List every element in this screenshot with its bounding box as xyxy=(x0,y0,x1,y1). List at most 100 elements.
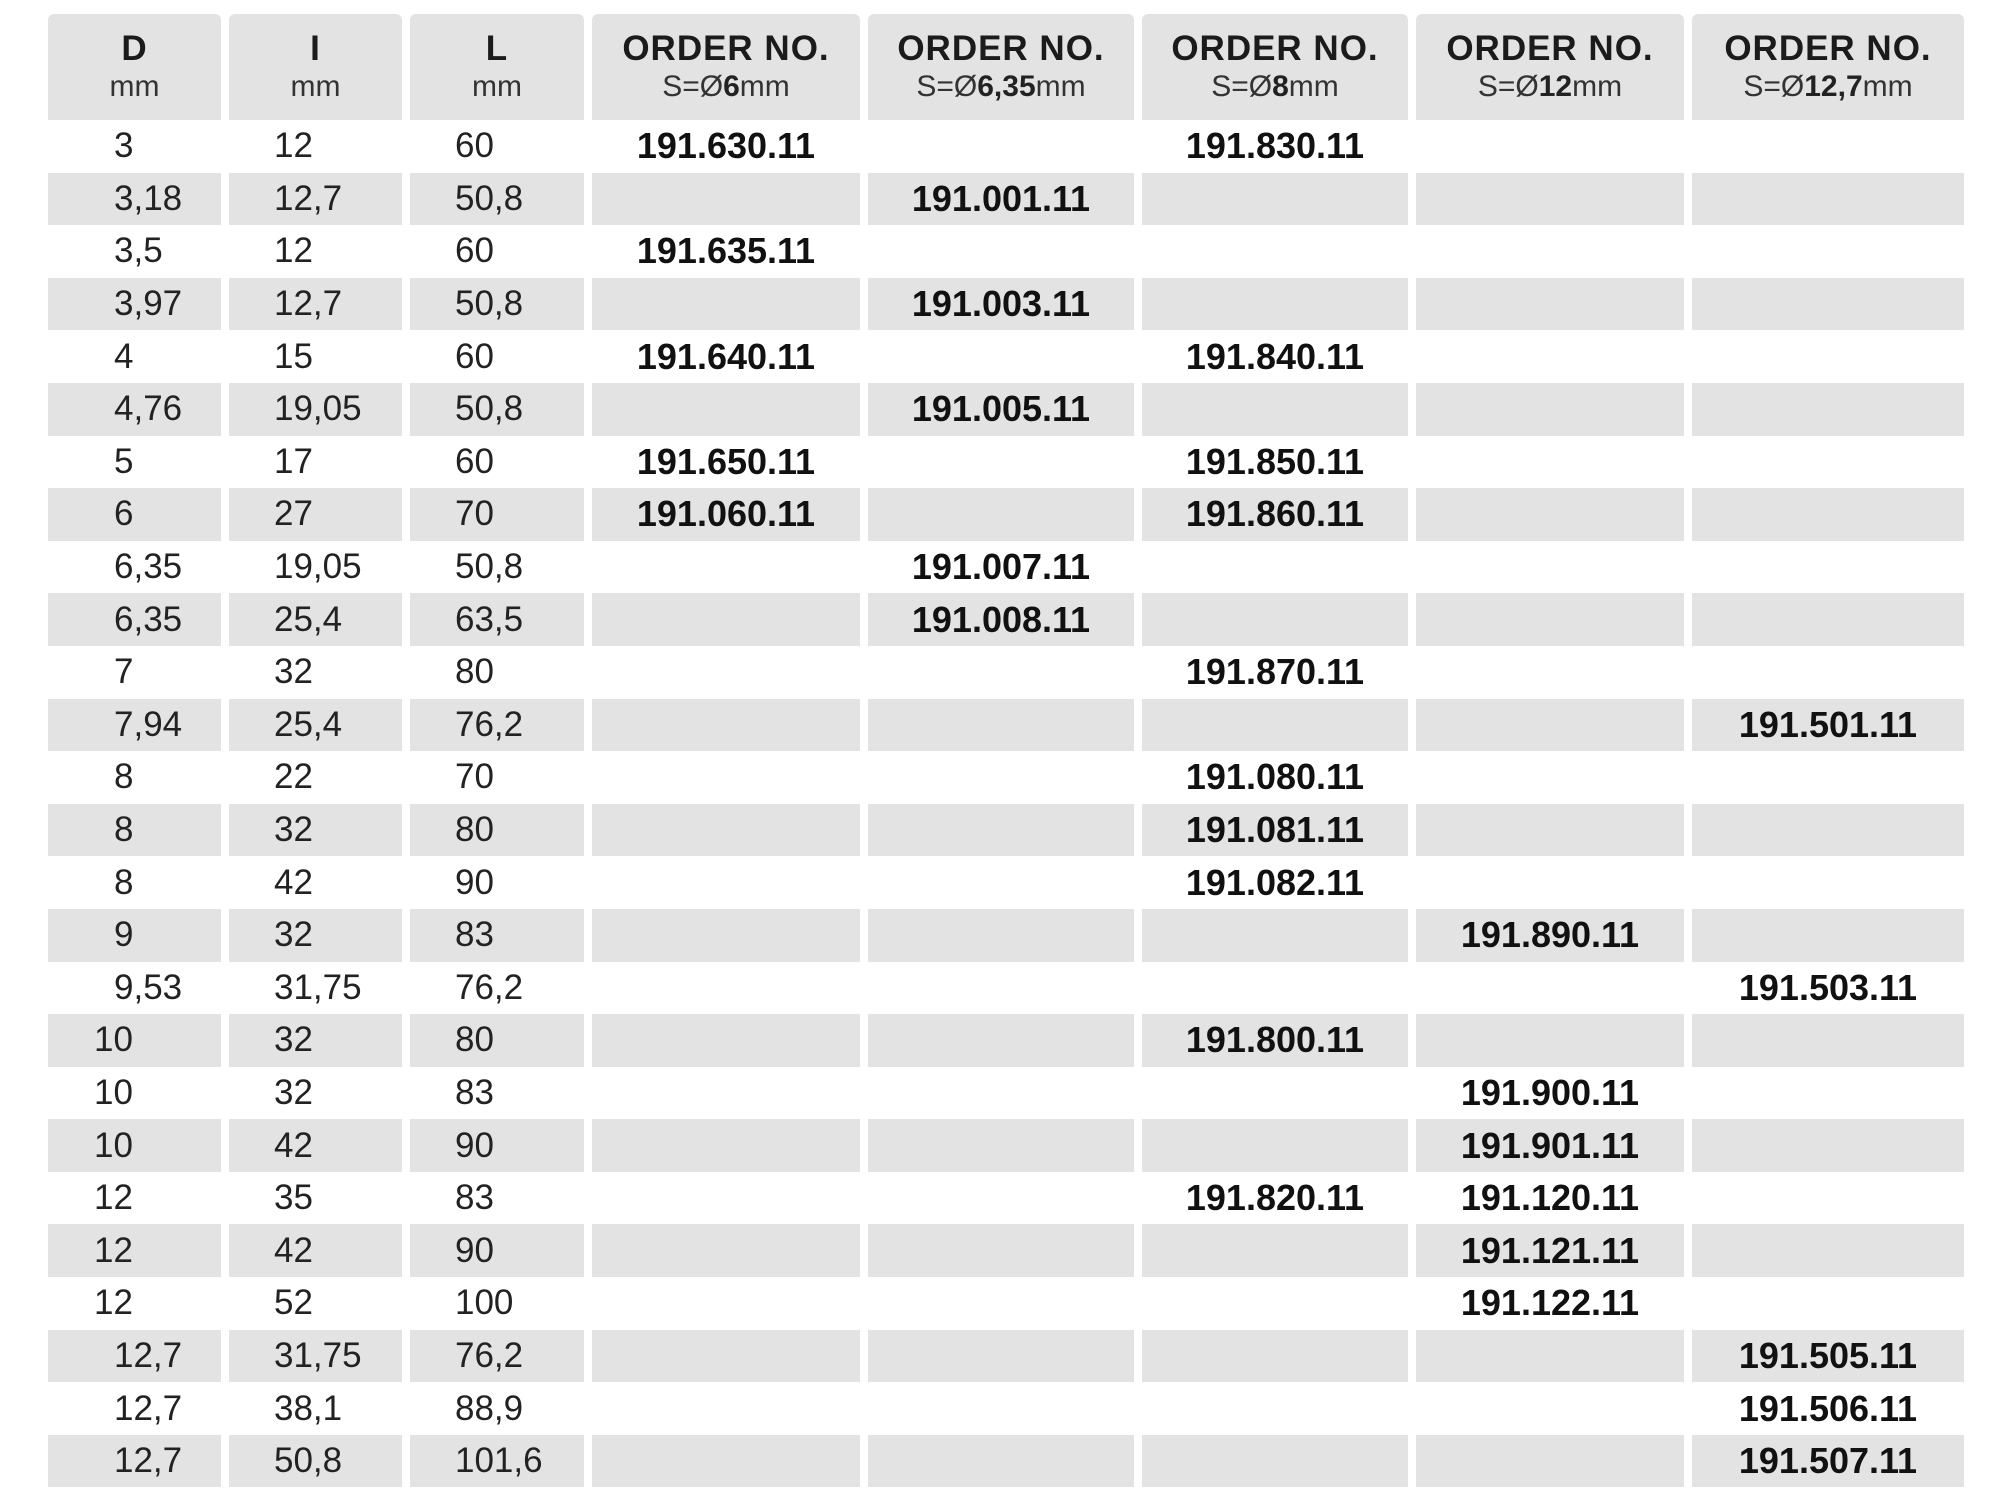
cell-order-s635: 191.005.11 xyxy=(868,382,1134,436)
cell-order-s127: 191.507.11 xyxy=(1692,1434,1964,1488)
cell-order-s6: 191.650.11 xyxy=(636,440,816,482)
cell-l: 76,2 xyxy=(455,967,524,1007)
cell-i: 12 xyxy=(274,126,313,166)
cell-order-s635 xyxy=(868,698,1134,752)
header-subtitle: mm xyxy=(472,69,522,105)
cell-l: 50,8 xyxy=(410,172,584,226)
header-sub-part: S=Ø xyxy=(1743,70,1805,104)
table-row: 9,53 31,75 76,2 191.503.11 xyxy=(48,962,1964,1015)
header-sub-part: mm xyxy=(1288,70,1339,104)
cell-order-s127 xyxy=(1692,382,1964,436)
cell-order-s12 xyxy=(1416,330,1684,383)
cell-i: 15 xyxy=(274,336,313,376)
cell-order-s635 xyxy=(868,330,1134,383)
cell-order-s8 xyxy=(1142,1224,1408,1278)
cell-order-s127 xyxy=(1692,856,1964,909)
cell-order-s635: 191.008.11 xyxy=(868,593,1134,646)
header-title: ORDER NO. xyxy=(1724,28,1932,68)
header-sub-part: mm xyxy=(1035,70,1086,104)
cell-order-s635: 191.001.11 xyxy=(868,172,1134,226)
cell-order-s8: 191.081.11 xyxy=(1142,803,1408,857)
cell-order-s127 xyxy=(1692,1277,1964,1330)
cell-i: 35 xyxy=(274,1178,313,1218)
table-row: 6 27 70 191.060.11 191.860.11 xyxy=(48,488,1964,541)
cell-order-s635 xyxy=(868,1014,1134,1067)
header-title: ORDER NO. xyxy=(622,28,830,68)
cell-d: 9,53 xyxy=(114,967,183,1007)
cell-l: 70 xyxy=(455,757,494,797)
cell-order-s6: 191.640.11 xyxy=(636,335,816,377)
cell-order-s6 xyxy=(592,803,860,857)
cell-d: 12 xyxy=(94,1178,133,1218)
cell-d: 5 xyxy=(114,441,134,481)
cell-order-s635 xyxy=(868,436,1134,489)
cell-i: 12 xyxy=(274,231,313,271)
cell-order-s6 xyxy=(592,856,860,909)
cell-i: 42 xyxy=(229,1224,402,1278)
header-sub-part: mm xyxy=(1862,70,1913,104)
cell-order-s635 xyxy=(868,1172,1134,1225)
header-subtitle: mm xyxy=(110,69,160,105)
cell-i: 42 xyxy=(274,862,313,902)
cell-order-s635: 191.003.11 xyxy=(868,277,1134,331)
cell-order-s8: 191.830.11 xyxy=(1185,125,1365,167)
cell-order-s6 xyxy=(592,646,860,699)
cell-i: 19,05 xyxy=(229,382,402,436)
header-order-s12: ORDER NO. S=Ø12mm xyxy=(1416,14,1684,120)
table-row: 10 32 80 191.800.11 xyxy=(48,1014,1964,1067)
cell-order-s127 xyxy=(1692,1067,1964,1120)
table-row: 12 52 100 191.122.11 xyxy=(48,1277,1964,1330)
cell-order-s8: 191.082.11 xyxy=(1185,861,1365,903)
cell-order-s6: 191.635.11 xyxy=(636,230,816,272)
cell-i: 32 xyxy=(229,908,402,962)
table-body: 3 12 60 191.630.11 191.830.11 3,18 12,7 50,8 191… xyxy=(48,120,1964,1488)
cell-i: 31,75 xyxy=(229,1329,402,1383)
cell-i: 31,75 xyxy=(274,967,362,1007)
cell-order-s6 xyxy=(592,1434,860,1488)
cell-order-s6 xyxy=(592,277,860,331)
header-order-s8: ORDER NO. S=Ø8mm xyxy=(1142,14,1408,120)
cell-d: 12 xyxy=(94,1283,133,1323)
header-sub-part: mm xyxy=(472,70,522,104)
cell-order-s12 xyxy=(1416,1434,1684,1488)
cell-l: 50,8 xyxy=(410,277,584,331)
cell-order-s127 xyxy=(1692,172,1964,226)
header-order-s635: ORDER NO. S=Ø6,35mm xyxy=(868,14,1134,120)
cell-order-s6 xyxy=(592,698,860,752)
cell-l: 80 xyxy=(455,652,494,692)
cell-order-s12 xyxy=(1416,225,1684,278)
cell-order-s127 xyxy=(1692,1172,1964,1225)
cell-i: 27 xyxy=(229,488,402,541)
cell-i: 22 xyxy=(274,757,313,797)
cell-d: 12,7 xyxy=(48,1434,221,1488)
cell-d: 12,7 xyxy=(48,1329,221,1383)
cell-order-s12: 191.122.11 xyxy=(1460,1282,1640,1324)
cell-l: 60 xyxy=(455,126,494,166)
cell-i: 42 xyxy=(229,1119,402,1172)
header-sub-part: 12 xyxy=(1538,70,1573,104)
cell-i: 32 xyxy=(229,1014,402,1067)
cell-d: 3,97 xyxy=(48,277,221,331)
cell-order-s12: 191.890.11 xyxy=(1416,908,1684,962)
cell-l: 76,2 xyxy=(410,1329,584,1383)
cell-order-s8 xyxy=(1142,1119,1408,1172)
cell-order-s127 xyxy=(1692,1119,1964,1172)
cell-order-s127: 191.505.11 xyxy=(1692,1329,1964,1383)
cell-l: 83 xyxy=(410,908,584,962)
cell-order-s6: 191.630.11 xyxy=(636,125,816,167)
table-row: 6,35 19,05 50,8 191.007.11 xyxy=(48,541,1964,594)
cell-order-s6 xyxy=(592,1277,860,1330)
cell-d: 12 xyxy=(48,1224,221,1278)
table-row: 12 35 83 191.820.11 191.120.11 xyxy=(48,1172,1964,1225)
cell-order-s6 xyxy=(592,908,860,962)
cell-d: 7,94 xyxy=(48,698,221,752)
cell-order-s127 xyxy=(1692,330,1964,383)
cell-l: 90 xyxy=(455,862,494,902)
cell-order-s6 xyxy=(592,1224,860,1278)
table-row: 4 15 60 191.640.11 191.840.11 xyxy=(48,330,1964,383)
header-order-s6: ORDER NO. S=Ø6mm xyxy=(592,14,860,120)
table-row: 3,97 12,7 50,8 191.003.11 xyxy=(48,277,1964,331)
